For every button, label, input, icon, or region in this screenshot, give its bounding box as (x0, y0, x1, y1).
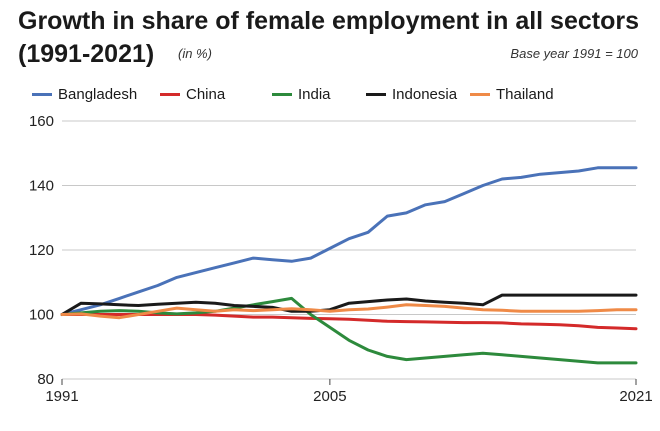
x-tick-label-1991: 1991 (45, 388, 78, 405)
y-tick-label-140: 140 (29, 178, 54, 195)
legend-item-indonesia: Indonesia (366, 86, 457, 103)
chart-subtitle-unit: (in %) (178, 46, 212, 61)
y-tick-label-120: 120 (29, 242, 54, 259)
series-line-india (60, 296, 638, 365)
series-line-indonesia (60, 293, 638, 316)
legend-label-india: India (298, 86, 331, 103)
x-tick-label-2021: 2021 (619, 388, 652, 405)
legend-label-indonesia: Indonesia (392, 86, 458, 103)
legend-swatch-thailand (470, 93, 490, 96)
series-line-bangladesh (60, 166, 638, 316)
legend-swatch-china (160, 93, 180, 96)
legend-swatch-india (272, 93, 292, 96)
legend-item-india: India (272, 86, 331, 103)
chart-title: Growth in share of female employment in … (18, 7, 639, 35)
chart-title-years: (1991-2021) (18, 40, 155, 68)
legend-label-bangladesh: Bangladesh (58, 86, 138, 103)
legend-label-thailand: Thailand (496, 86, 554, 103)
legend-swatch-indonesia (366, 93, 386, 96)
series-line-china (60, 313, 638, 331)
legend-item-china: China (160, 86, 225, 103)
y-tick-label-80: 80 (37, 371, 54, 388)
y-tick-label-160: 160 (29, 113, 54, 130)
y-tick-label-100: 100 (29, 307, 54, 324)
legend: Bangladesh China India Indonesia Thailand (32, 86, 652, 106)
legend-item-bangladesh: Bangladesh (32, 86, 137, 103)
legend-item-thailand: Thailand (470, 86, 554, 103)
x-tick-label-2005: 2005 (313, 388, 346, 405)
series-line-thailand (60, 303, 638, 320)
legend-swatch-bangladesh (32, 93, 52, 96)
legend-label-china: China (186, 86, 226, 103)
base-year-note: Base year 1991 = 100 (510, 46, 638, 61)
